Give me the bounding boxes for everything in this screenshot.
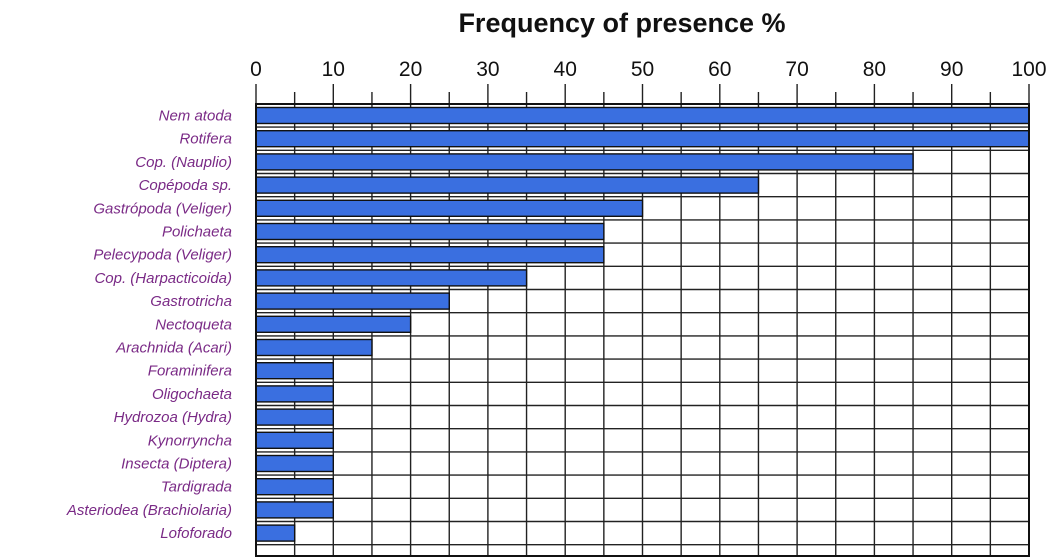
category-label: Lofoforado (160, 525, 232, 542)
x-tick-label: 50 (631, 58, 654, 81)
bar (255, 129, 1030, 148)
bar (255, 501, 335, 519)
category-label: Cop. (Nauplio) (135, 154, 232, 171)
bar (255, 106, 1030, 125)
x-axis-ticks: 0 10 20 30 40 50 60 70 80 90 100 (250, 58, 1047, 104)
x-tick-label: 80 (863, 58, 886, 81)
category-label: Hydrozoa (Hydra) (114, 409, 232, 426)
bar (255, 222, 605, 241)
bar (255, 431, 335, 449)
bar (255, 292, 450, 310)
category-label: Asteriodea (Brachiolaria) (66, 502, 232, 519)
category-labels: Nem atoda Rotifera Cop. (Nauplio) Copépoda … (66, 108, 232, 543)
chart-title: Frequency of presence % (458, 8, 785, 38)
category-label: Insecta (Diptera) (121, 456, 232, 473)
x-tick-label: 90 (940, 58, 963, 81)
category-label: Gastrotricha (150, 293, 232, 310)
bar (255, 315, 412, 333)
bar (255, 338, 373, 357)
bar (255, 385, 335, 403)
bar (255, 478, 335, 496)
bar (255, 176, 760, 194)
bar (255, 408, 335, 426)
bar (255, 269, 528, 287)
category-label: Gastrópoda (Veliger) (93, 200, 232, 217)
bar (255, 362, 335, 380)
category-label: Tardigrada (161, 479, 232, 496)
x-tick-label: 60 (708, 58, 731, 81)
x-tick-label: 70 (785, 58, 808, 81)
x-tick-label: 40 (554, 58, 577, 81)
category-label: Arachnida (Acari) (115, 340, 232, 357)
category-label: Rotifera (179, 131, 232, 148)
x-tick-label: 30 (476, 58, 499, 81)
category-label: Foraminifera (148, 363, 232, 380)
x-tick-label: 0 (250, 58, 262, 81)
x-tick-label: 20 (399, 58, 422, 81)
bar (255, 524, 296, 542)
category-label: Nem atoda (159, 108, 232, 125)
category-label: Copépoda sp. (139, 177, 232, 194)
bar (255, 199, 644, 218)
category-label: Kynorryncha (148, 432, 232, 449)
category-label: Pelecypoda (Veliger) (93, 247, 232, 264)
category-label: Cop. (Harpacticoida) (94, 270, 232, 287)
bar (255, 245, 605, 264)
bars (255, 106, 1030, 542)
bar (255, 454, 335, 473)
x-tick-label: 100 (1011, 58, 1046, 81)
category-label: Oligochaeta (152, 386, 232, 403)
category-label: Polichaeta (162, 224, 232, 241)
plot-frame (255, 103, 1030, 557)
x-tick-label: 10 (322, 58, 345, 81)
category-label: Nectoqueta (155, 316, 232, 333)
bar (255, 153, 914, 171)
